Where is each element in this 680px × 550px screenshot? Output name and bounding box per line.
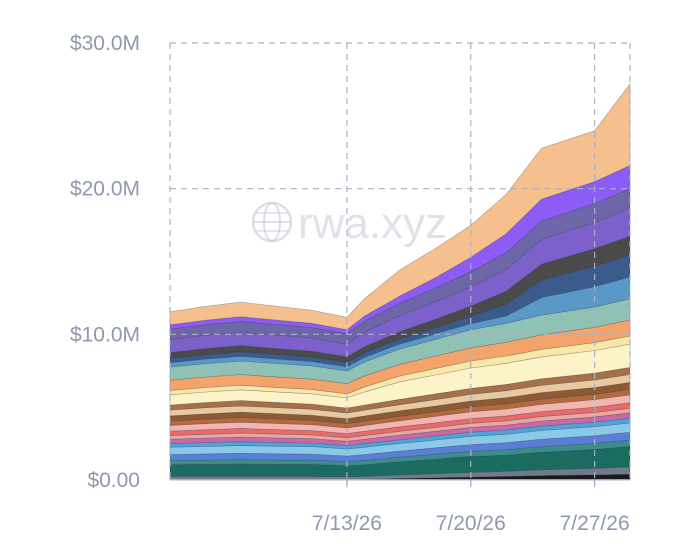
x-tick-label: 7/20/26 <box>436 512 506 535</box>
y-tick-label: $0.00 <box>87 469 140 492</box>
x-axis-tick-labels: 7/13/26 7/20/26 7/27/26 <box>312 512 630 535</box>
area-series-9 <box>169 407 631 442</box>
x-tick-label: 7/13/26 <box>312 512 382 535</box>
y-axis-tick-labels: $0.00 $10.0M $20.0M $30.0M <box>70 32 140 492</box>
y-tick-label: $20.0M <box>70 178 140 201</box>
chart-grid <box>169 42 631 487</box>
y-tick-label: $10.0M <box>70 323 140 346</box>
watermark-wordmark: rwa.xyz <box>298 199 447 248</box>
area-layers <box>169 83 631 481</box>
x-tick-label: 7/27/26 <box>560 512 630 535</box>
globe-icon <box>251 201 293 243</box>
area-series-4 <box>169 439 631 467</box>
y-tick-label: $30.0M <box>70 32 140 55</box>
rwa-watermark: rwa.xyz <box>251 199 447 248</box>
